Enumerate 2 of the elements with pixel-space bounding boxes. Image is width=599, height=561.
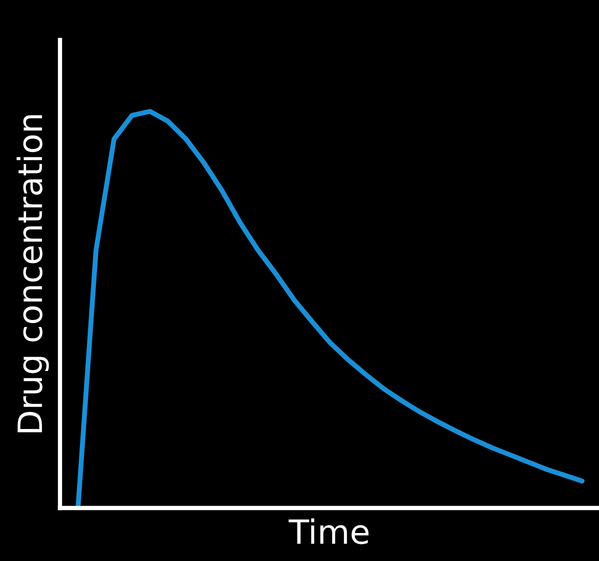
y-axis-title: Drug concentration [16,115,49,432]
x-axis-title: Time [288,518,369,544]
